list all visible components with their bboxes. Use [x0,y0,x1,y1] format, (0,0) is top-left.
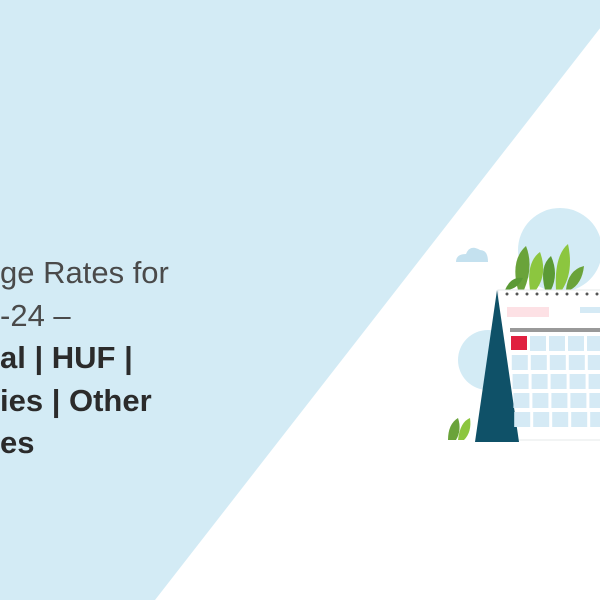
headline-line: es [0,425,35,460]
calendar-cell [549,355,566,370]
calendar-cell [587,355,600,370]
calendar-cell [568,336,584,351]
headline-line: ge Rates for [0,255,169,290]
calendar-cell [514,412,531,427]
calendar-cell [533,412,550,427]
calendar-cell [571,412,588,427]
calendar-cell [530,355,547,370]
calendar-cell [511,355,528,370]
calendar-cell [532,393,549,408]
calendar-cell [570,393,587,408]
calendar-cell [589,393,600,408]
calendar-cell [552,412,569,427]
calendar-cell [551,393,568,408]
calendar-cell [549,336,565,351]
calendar-cell [569,374,586,389]
calendar-cell [531,374,548,389]
calendar-cell [512,374,529,389]
calendar-cell [587,336,600,351]
calendar-icon [475,289,600,442]
headline-line: -24 – [0,297,71,333]
calendar-cell [513,393,530,408]
calendar-cell [588,374,600,389]
calendar-cell [530,336,546,351]
headline-line: al | HUF | [0,340,133,375]
plant-icon [448,244,584,440]
calendar-cell [550,374,567,389]
calendar-cell [590,412,600,427]
headline-line: ies | Other [0,382,152,418]
headline: ge Rates for -24 – al | HUF | ies | Othe… [0,252,225,465]
calendar-cell [568,355,585,370]
